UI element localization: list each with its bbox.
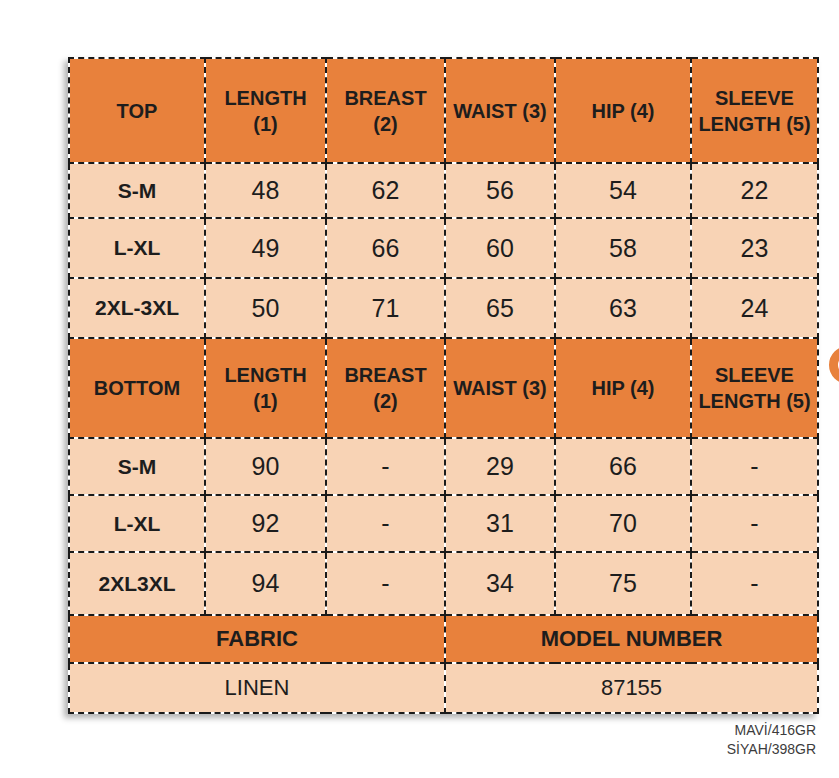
value-cell: - [326, 438, 445, 495]
value-cell: 66 [555, 438, 691, 495]
value-cell: 70 [555, 495, 691, 552]
value-cell: 22 [691, 163, 818, 218]
value-cell: 71 [326, 278, 445, 338]
value-cell: 29 [445, 438, 555, 495]
color-weight-note: MAVİ/416GR SİYAH/398GR [727, 721, 816, 759]
value-cell: 50 [205, 278, 326, 338]
header-cell-breast: BREAST (2) [326, 58, 445, 163]
header-cell-length: LENGTH (1) [205, 338, 326, 438]
fabric-header-cell: FABRIC [69, 615, 445, 663]
value-cell: - [691, 552, 818, 615]
value-cell: 49 [205, 218, 326, 278]
model-number-header-cell: MODEL NUMBER [445, 615, 818, 663]
value-cell: 94 [205, 552, 326, 615]
size-cell: 2XL3XL [69, 552, 205, 615]
bottom-row-2xl3xl: 2XL3XL 94 - 34 75 - [69, 552, 818, 615]
value-cell: 34 [445, 552, 555, 615]
value-cell: 66 [326, 218, 445, 278]
size-cell: L-XL [69, 218, 205, 278]
value-cell: 92 [205, 495, 326, 552]
header-cell-waist: WAIST (3) [445, 338, 555, 438]
header-cell-bottom: BOTTOM [69, 338, 205, 438]
color-weight-note-line2: SİYAH/398GR [727, 740, 816, 759]
header-cell-breast: BREAST (2) [326, 338, 445, 438]
header-cell-sleeve-length: SLEEVE LENGTH (5) [691, 338, 818, 438]
size-cell: L-XL [69, 495, 205, 552]
model-number-value-cell: 87155 [445, 663, 818, 713]
value-cell: 48 [205, 163, 326, 218]
header-cell-length: LENGTH (1) [205, 58, 326, 163]
value-cell: 56 [445, 163, 555, 218]
value-cell: - [691, 495, 818, 552]
size-chart-table: TOP LENGTH (1) BREAST (2) WAIST (3) HIP … [68, 57, 819, 714]
header-cell-top: TOP [69, 58, 205, 163]
value-cell: 60 [445, 218, 555, 278]
fabric-value-cell: LINEN [69, 663, 445, 713]
size-chart: TOP LENGTH (1) BREAST (2) WAIST (3) HIP … [68, 57, 819, 714]
header-cell-hip: HIP (4) [555, 338, 691, 438]
value-cell: 24 [691, 278, 818, 338]
value-cell: - [326, 552, 445, 615]
top-header-row: TOP LENGTH (1) BREAST (2) WAIST (3) HIP … [69, 58, 818, 163]
value-cell: 23 [691, 218, 818, 278]
value-cell: - [326, 495, 445, 552]
footer-value-row: LINEN 87155 [69, 663, 818, 713]
value-cell: 58 [555, 218, 691, 278]
circle-decoration [829, 346, 839, 384]
top-row-2xl3xl: 2XL-3XL 50 71 65 63 24 [69, 278, 818, 338]
bottom-row-sm: S-M 90 - 29 66 - [69, 438, 818, 495]
value-cell: 63 [555, 278, 691, 338]
color-weight-note-line1: MAVİ/416GR [727, 721, 816, 740]
bottom-row-lxl: L-XL 92 - 31 70 - [69, 495, 818, 552]
top-row-lxl: L-XL 49 66 60 58 23 [69, 218, 818, 278]
value-cell: 62 [326, 163, 445, 218]
header-cell-sleeve-length: SLEEVE LENGTH (5) [691, 58, 818, 163]
footer-header-row: FABRIC MODEL NUMBER [69, 615, 818, 663]
size-cell: S-M [69, 163, 205, 218]
top-row-sm: S-M 48 62 56 54 22 [69, 163, 818, 218]
value-cell: 90 [205, 438, 326, 495]
header-cell-hip: HIP (4) [555, 58, 691, 163]
value-cell: 31 [445, 495, 555, 552]
value-cell: - [691, 438, 818, 495]
size-cell: S-M [69, 438, 205, 495]
header-cell-waist: WAIST (3) [445, 58, 555, 163]
value-cell: 65 [445, 278, 555, 338]
value-cell: 75 [555, 552, 691, 615]
bottom-header-row: BOTTOM LENGTH (1) BREAST (2) WAIST (3) H… [69, 338, 818, 438]
size-cell: 2XL-3XL [69, 278, 205, 338]
value-cell: 54 [555, 163, 691, 218]
